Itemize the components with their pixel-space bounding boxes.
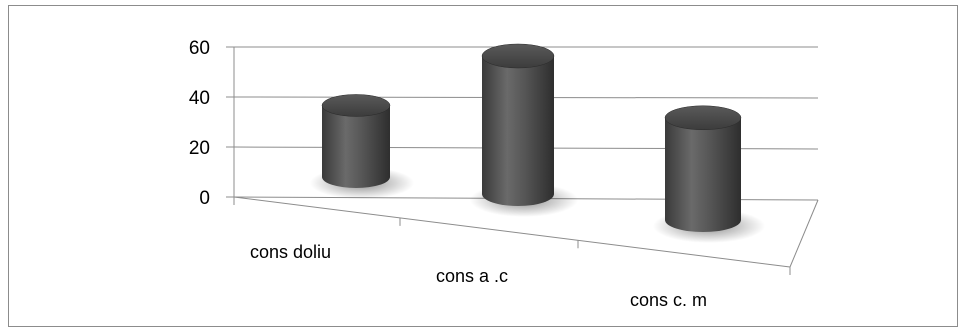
category-label: cons c. m — [630, 290, 707, 310]
category-label: cons doliu — [250, 242, 331, 262]
floor-right-edge — [789, 199, 819, 268]
bar-body — [665, 117, 741, 232]
bar-cylinder — [310, 94, 414, 199]
y-tick-label: 40 — [189, 88, 210, 109]
bar-cylinder — [470, 43, 578, 217]
y-tick-label: 0 — [199, 188, 210, 209]
y-tick-label: 60 — [189, 38, 210, 59]
floor-front-edge — [233, 196, 791, 268]
bar-top — [664, 105, 742, 131]
bar-top — [321, 94, 391, 117]
category-label: cons a .c — [436, 266, 508, 286]
bar-body — [482, 56, 554, 206]
y-tick-label: 20 — [189, 138, 210, 159]
bar-body — [322, 105, 390, 188]
bar-top — [481, 43, 555, 69]
bar-cylinder — [653, 105, 765, 243]
